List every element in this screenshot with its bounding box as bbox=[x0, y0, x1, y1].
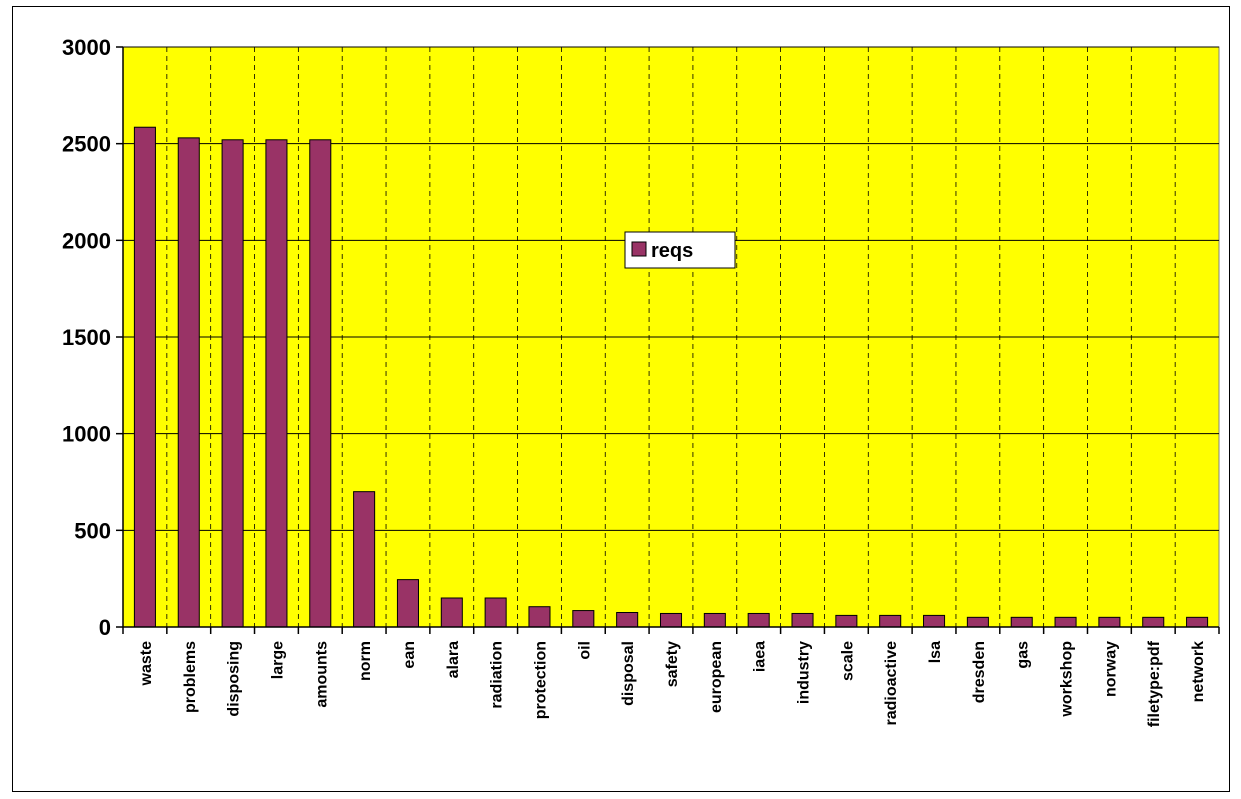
bar-norm bbox=[353, 491, 376, 628]
x-tick-label: disposing bbox=[226, 641, 243, 717]
bar-industry bbox=[791, 612, 814, 628]
x-tick-label: industry bbox=[796, 641, 813, 704]
bar-gas bbox=[1010, 616, 1033, 628]
x-tick-label: workshop bbox=[1059, 641, 1076, 718]
x-tick-label: scale bbox=[839, 641, 856, 681]
x-tick-label: protection bbox=[532, 641, 549, 719]
x-tick-label: norway bbox=[1102, 641, 1119, 697]
bar-iaea bbox=[747, 612, 770, 628]
bar-norway bbox=[1098, 616, 1121, 628]
bars-layer bbox=[133, 126, 1209, 628]
x-tick-label: radioactive bbox=[883, 641, 900, 726]
bar-large bbox=[265, 139, 288, 628]
bar-alara bbox=[440, 597, 463, 628]
bar-network bbox=[1186, 616, 1209, 628]
bar-ean bbox=[396, 579, 419, 628]
x-tick-label: alara bbox=[445, 641, 462, 678]
bar-european bbox=[703, 612, 726, 628]
x-tick-label: waste bbox=[138, 641, 155, 687]
chart-frame: 0 500 1000 1500 2000 2500 3000 waste problems di… bbox=[12, 6, 1230, 792]
x-tick-label: ean bbox=[401, 641, 418, 669]
bar-disposal bbox=[616, 612, 639, 628]
bar-amounts bbox=[309, 139, 332, 628]
bar-filetype-pdf bbox=[1142, 616, 1165, 628]
y-tick-label: 3000 bbox=[62, 35, 111, 60]
y-tick-label: 1500 bbox=[62, 325, 111, 350]
x-tick-labels: waste problems disposing large amounts norm ea… bbox=[138, 640, 1207, 727]
bar-lsa bbox=[923, 614, 946, 628]
y-tick-label: 1000 bbox=[62, 422, 111, 447]
x-tick-label: disposal bbox=[620, 641, 637, 706]
bar-waste bbox=[133, 126, 156, 628]
bar-oil bbox=[572, 610, 595, 628]
x-tick-label: european bbox=[708, 641, 725, 713]
x-tick-label: large bbox=[269, 641, 286, 679]
bar-radioactive bbox=[879, 614, 902, 628]
bar-dresden bbox=[966, 616, 989, 628]
x-tick-label: problems bbox=[182, 641, 199, 713]
bar-workshop bbox=[1054, 616, 1077, 628]
x-tick-label: safety bbox=[664, 641, 681, 687]
bar-chart: 0 500 1000 1500 2000 2500 3000 waste problems di… bbox=[62, 35, 1220, 727]
bar-safety bbox=[659, 612, 683, 628]
grid-layer bbox=[123, 46, 1219, 627]
axes-layer bbox=[116, 46, 1220, 634]
x-tick-label: lsa bbox=[927, 641, 944, 663]
bar-problems bbox=[177, 137, 200, 628]
y-tick-label: 2500 bbox=[62, 132, 111, 157]
legend-label: reqs bbox=[651, 240, 693, 262]
y-tick-labels: 0 500 1000 1500 2000 2500 3000 bbox=[62, 35, 111, 640]
legend: reqs bbox=[624, 231, 736, 269]
x-tick-label: amounts bbox=[313, 641, 330, 708]
x-tick-label: dresden bbox=[971, 641, 988, 703]
x-tick-label: iaea bbox=[752, 641, 769, 672]
x-tick-label: filetype:pdf bbox=[1146, 640, 1163, 727]
bar-disposing bbox=[221, 139, 244, 628]
x-tick-label: radiation bbox=[489, 641, 506, 709]
bar-scale bbox=[835, 614, 858, 628]
x-tick-label: gas bbox=[1015, 641, 1032, 669]
bar-protection bbox=[528, 606, 551, 628]
bar-radiation bbox=[484, 597, 507, 628]
x-tick-label: norm bbox=[357, 641, 374, 681]
x-tick-label: network bbox=[1190, 641, 1207, 702]
x-tick-label: oil bbox=[576, 641, 593, 660]
y-tick-label: 2000 bbox=[62, 228, 111, 253]
y-tick-label: 500 bbox=[74, 518, 111, 543]
y-tick-label: 0 bbox=[99, 615, 111, 640]
legend-swatch bbox=[631, 241, 647, 257]
